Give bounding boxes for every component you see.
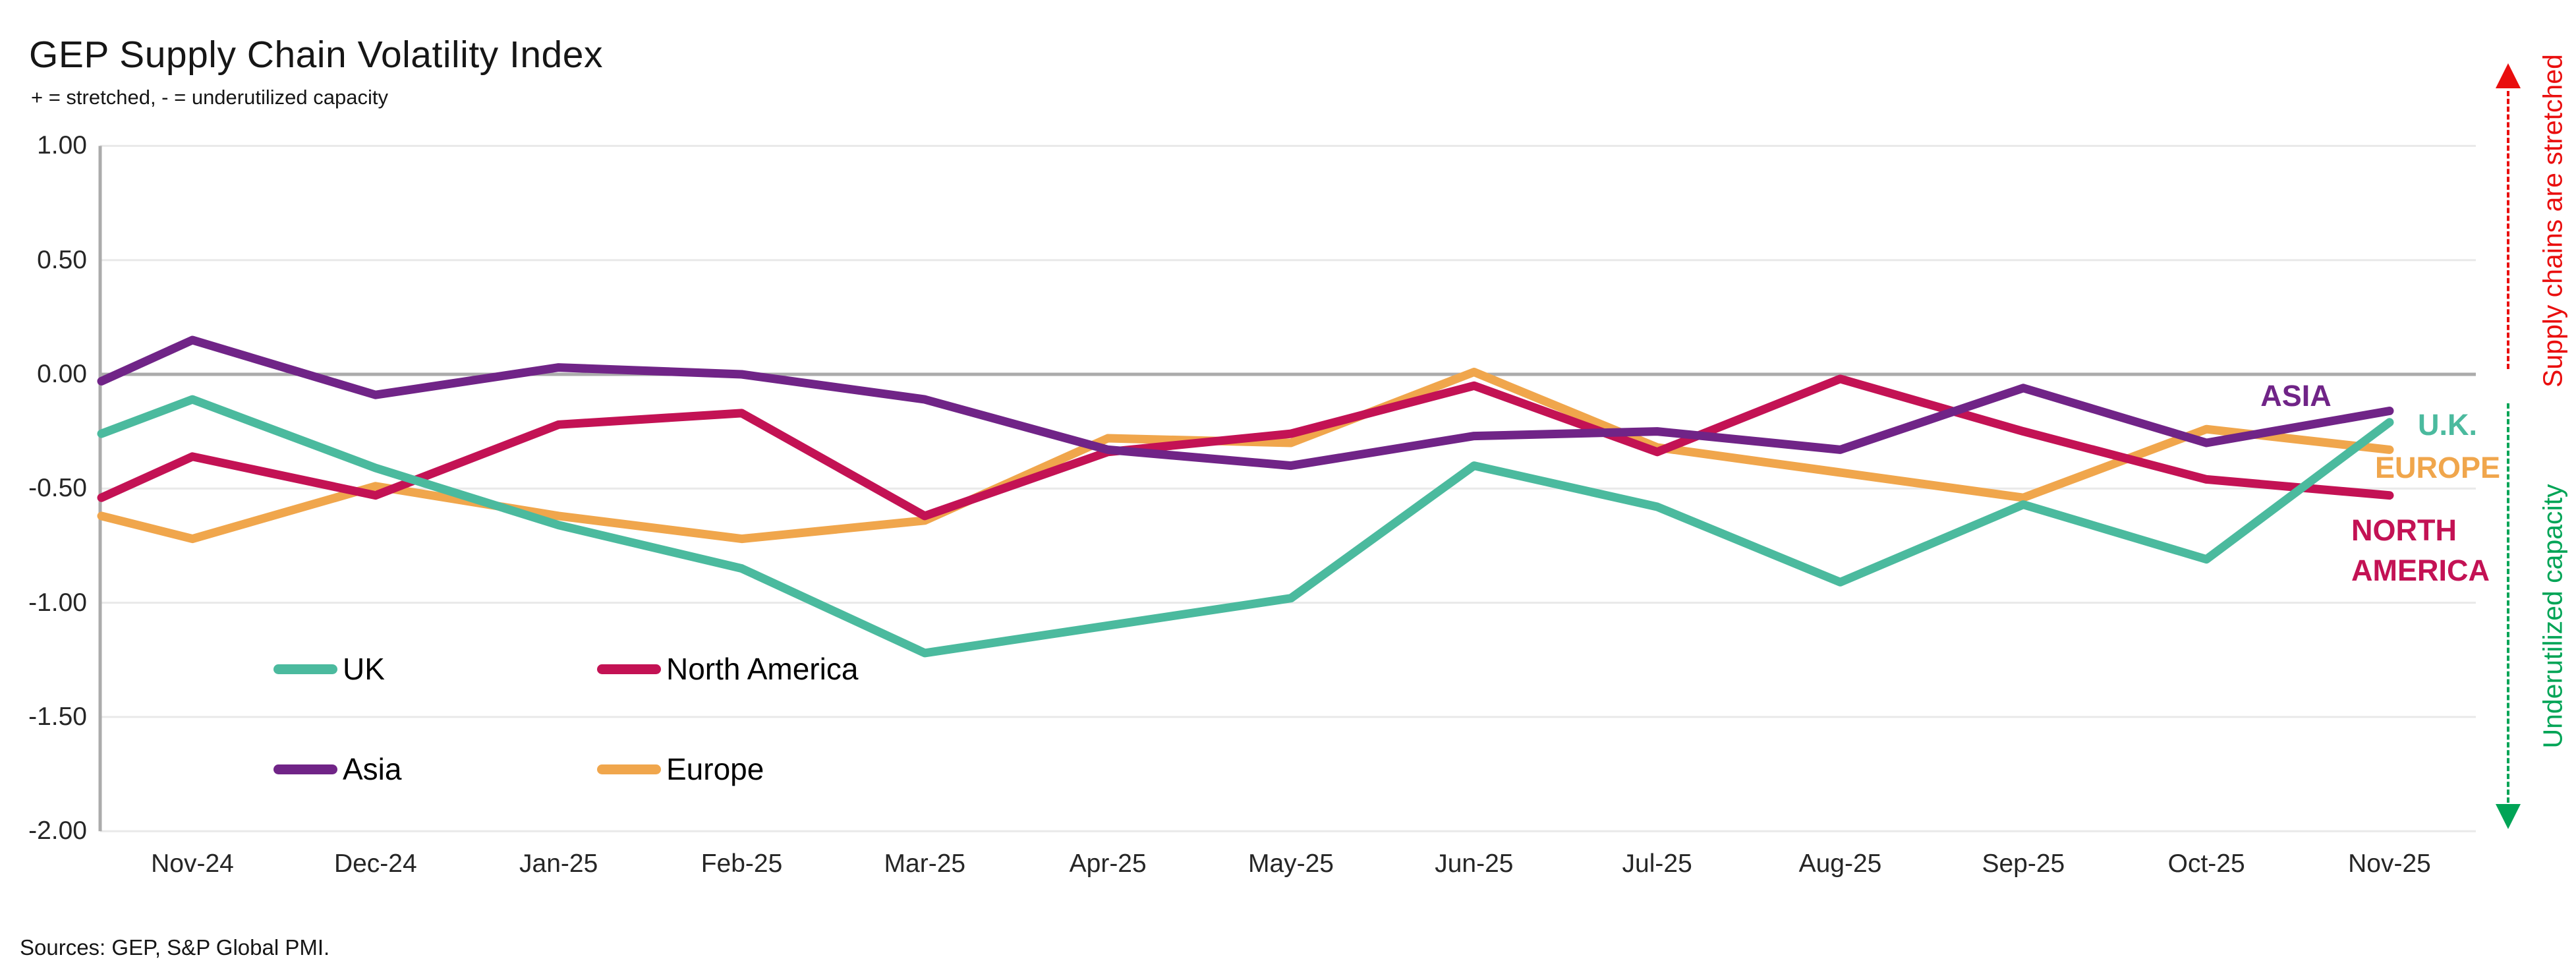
x-axis-tick-label: May-25: [1247, 849, 1334, 878]
end-label-north-america-line2: AMERICA: [2351, 554, 2490, 587]
stretched-dashed-line: [2507, 91, 2509, 369]
legend-swatch-icon: [273, 664, 337, 674]
x-axis-tick-label: Oct-25: [2167, 849, 2245, 878]
x-axis-tick-label: Jan-25: [519, 849, 598, 878]
legend-swatch-icon: [597, 664, 661, 674]
x-axis-tick-label: Sep-25: [1982, 849, 2065, 878]
x-axis-tick-label: Dec-24: [333, 849, 417, 878]
y-axis-tick-label: -1.00: [28, 588, 87, 617]
legend-label: Asia: [343, 752, 402, 786]
up-arrow-icon: [2496, 63, 2521, 88]
legend-swatch-icon: [273, 764, 337, 774]
legend-item-north-america: North America: [597, 650, 858, 687]
end-label-north-america-line1: NORTH: [2351, 513, 2457, 547]
y-axis-tick-label: 0.50: [37, 245, 87, 274]
x-axis-tick-label: Apr-25: [1069, 849, 1147, 878]
legend-item-europe: Europe: [597, 751, 764, 788]
source-note: Sources: GEP, S&P Global PMI.: [20, 935, 330, 960]
series-line-asia: [97, 335, 2394, 471]
underutilized-dashed-line: [2507, 403, 2509, 803]
underutilized-annotation: Underutilized capacity: [2537, 484, 2568, 749]
x-axis-tick-label: Jun-25: [1435, 849, 1514, 878]
legend-item-asia: Asia: [273, 751, 401, 788]
end-label-asia: ASIA: [2260, 379, 2332, 413]
end-label-europe: EUROPE: [2374, 451, 2501, 484]
end-label-north-america: NORTH AMERICA: [2351, 510, 2490, 590]
x-axis-tick-label: Mar-25: [884, 849, 966, 878]
series-line-uk: [97, 395, 2394, 658]
series-line-north-america: [97, 374, 2394, 521]
page-subtitle: + = stretched, - = underutilized capacit…: [31, 86, 388, 109]
x-axis-tick-label: Nov-24: [151, 849, 234, 878]
stretched-annotation: Supply chains are stretched: [2537, 54, 2568, 388]
x-axis-tick-label: Aug-25: [1798, 849, 1882, 878]
x-axis-tick-label: Jul-25: [1622, 849, 1692, 878]
legend-label: North America: [666, 652, 859, 686]
legend-swatch-icon: [597, 764, 661, 774]
y-axis-tick-label: -0.50: [28, 474, 87, 503]
legend-item-uk: UK: [273, 650, 385, 687]
legend-label: UK: [343, 652, 385, 686]
y-axis-tick-label: 1.00: [37, 131, 87, 160]
x-axis-tick-label: Nov-25: [2348, 849, 2431, 878]
y-axis-tick-label: -1.50: [28, 702, 87, 731]
legend-label: Europe: [666, 752, 764, 786]
y-axis-tick-label: -2.00: [28, 817, 87, 846]
x-axis-tick-label: Feb-25: [701, 849, 783, 878]
end-label-uk: U.K.: [2418, 408, 2477, 442]
down-arrow-icon: [2496, 804, 2521, 829]
page-title: GEP Supply Chain Volatility Index: [29, 34, 603, 76]
y-axis-tick-label: 0.00: [37, 360, 87, 388]
